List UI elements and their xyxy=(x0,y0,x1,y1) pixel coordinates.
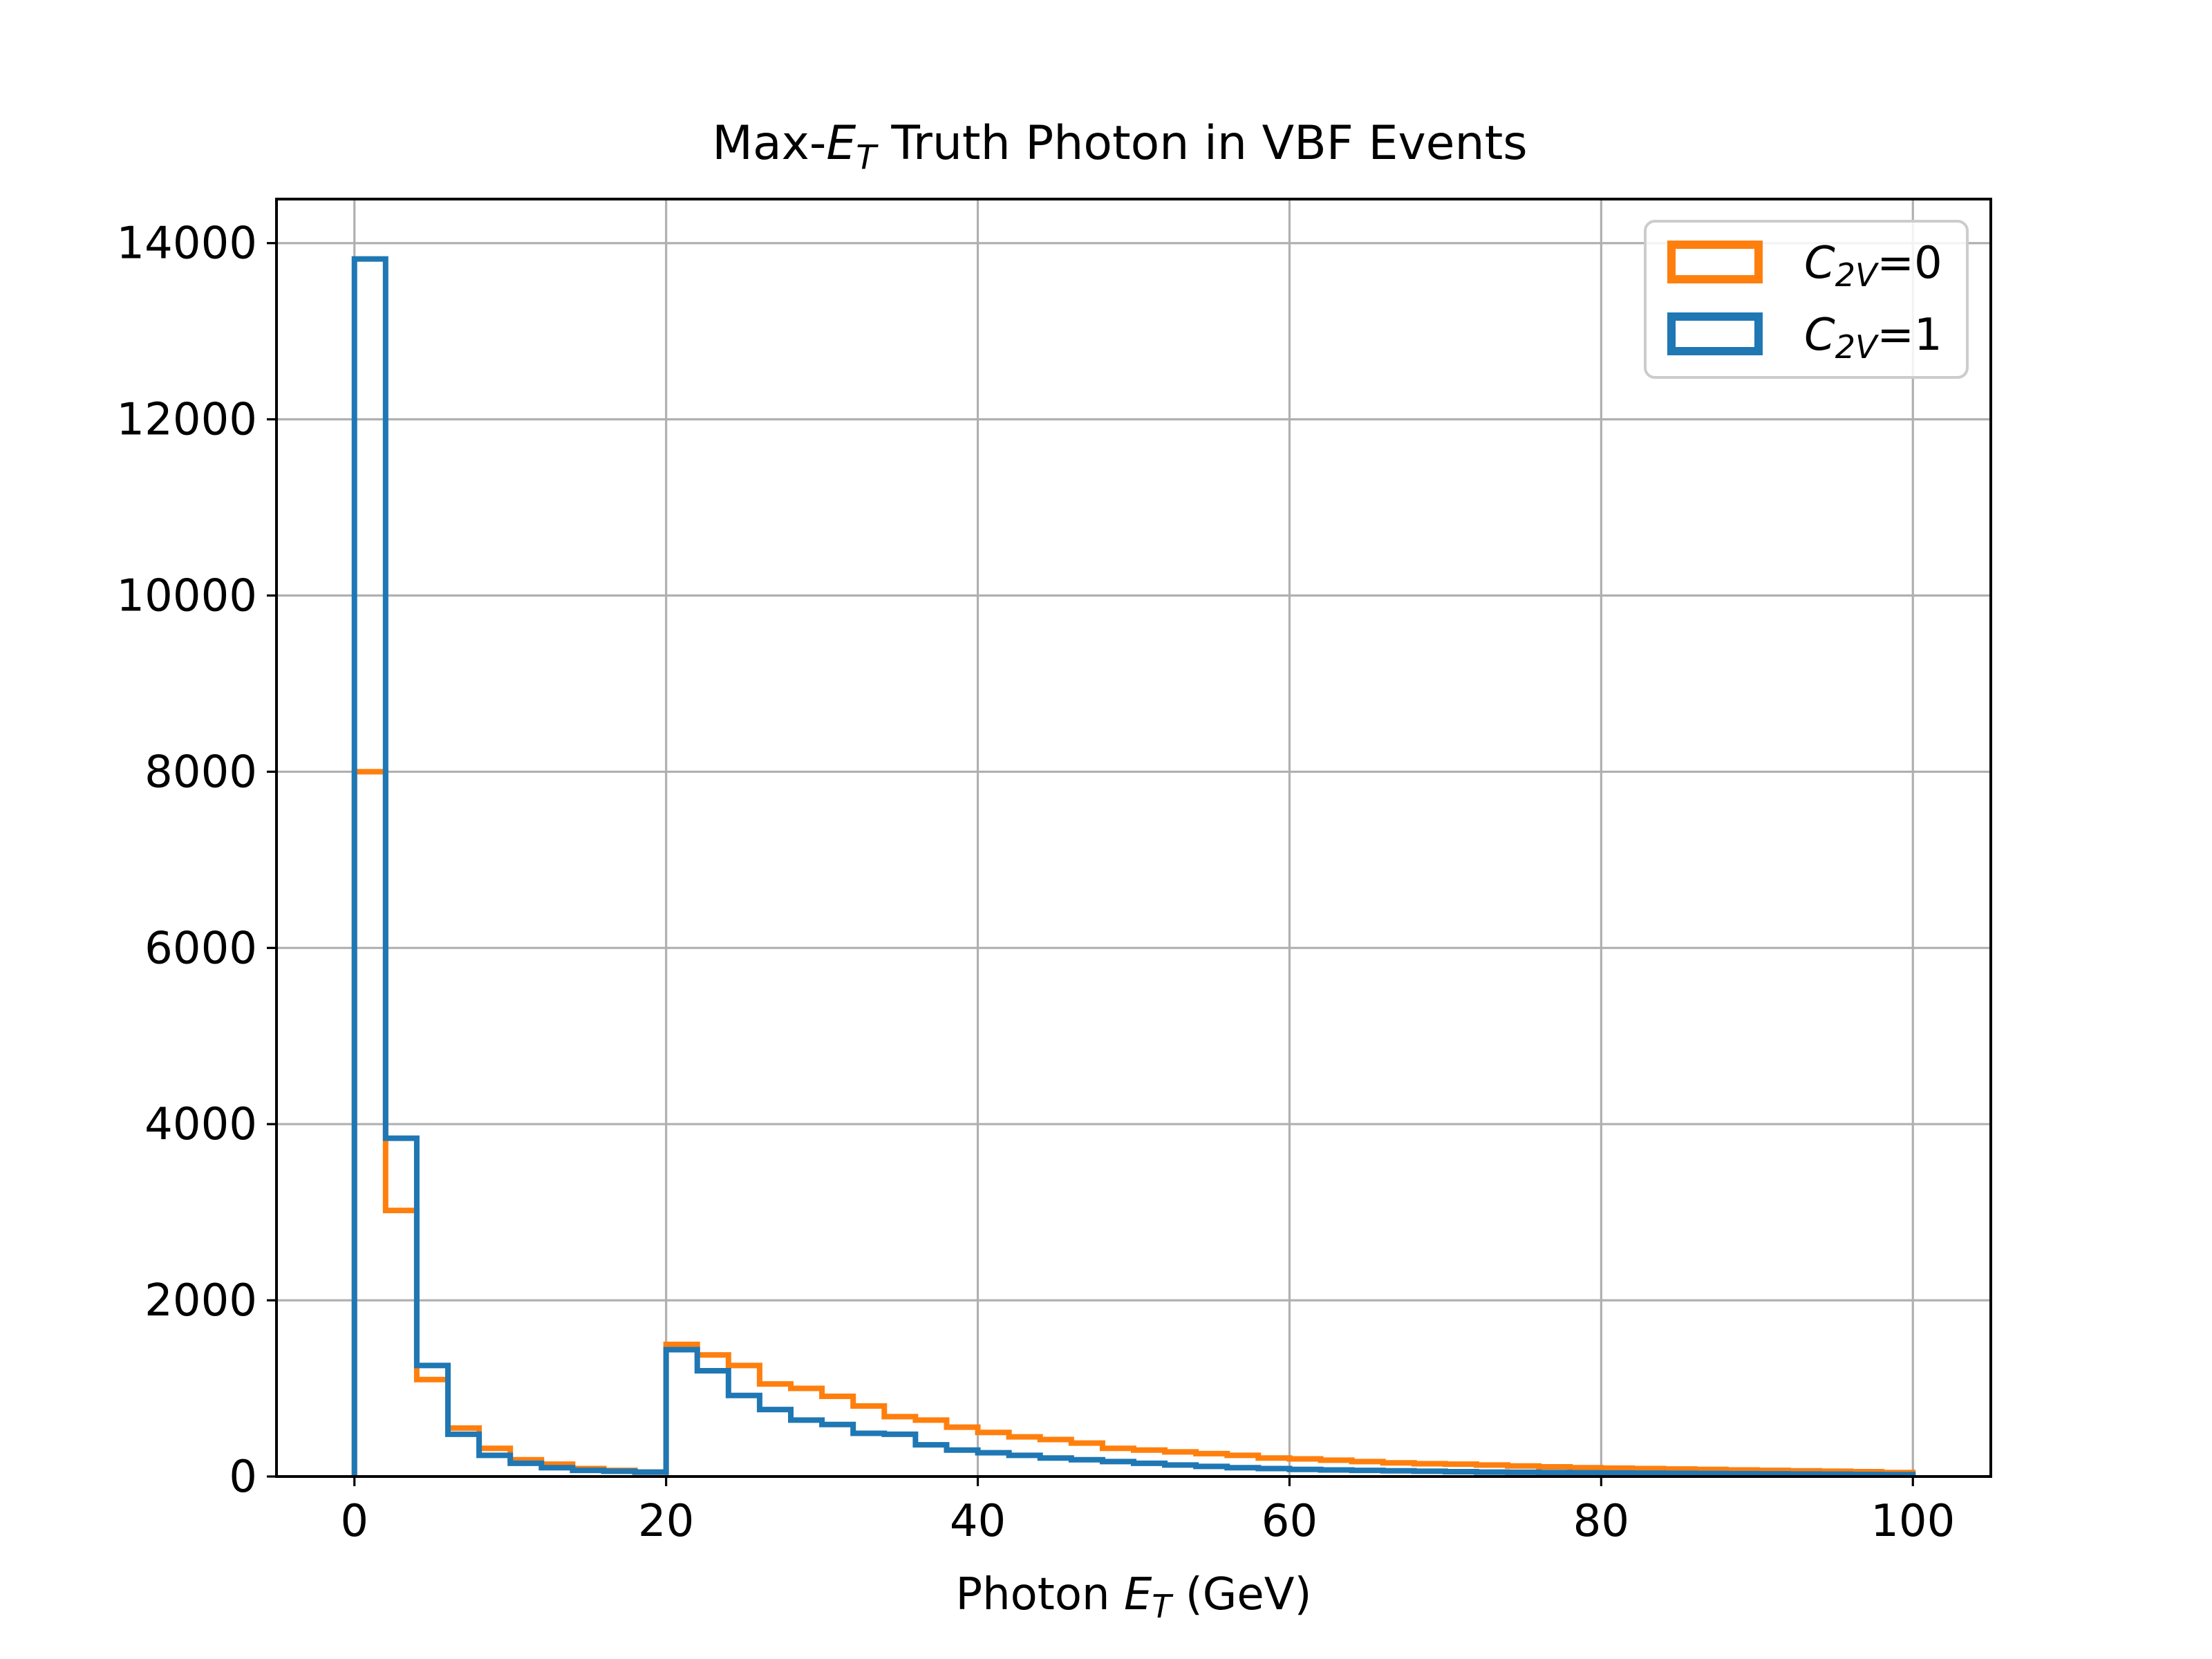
legend: C2V=0 C2V=1 xyxy=(1644,220,1969,379)
x-tick-label: 80 xyxy=(1573,1496,1629,1547)
x-axis-label: Photon ET (GeV) xyxy=(955,1569,1311,1625)
legend-swatch-c2v-1 xyxy=(1667,312,1763,355)
x-tick-label: 40 xyxy=(950,1496,1006,1547)
histogram-step-outline xyxy=(351,256,1916,1478)
histogram-series xyxy=(351,256,1916,1478)
x-tick-label: 20 xyxy=(638,1496,694,1547)
axis-ticks: 0 20 40 60 80 100 0 2000 4000 6000 8000 10000 12000 1… xyxy=(116,218,1955,1547)
xlabel-variable: E xyxy=(1124,1569,1152,1620)
legend-swatch-c2v-0 xyxy=(1667,241,1763,283)
legend-label-c2v-1: C2V=1 xyxy=(1804,310,1942,366)
x-tick-label: 60 xyxy=(1262,1496,1318,1547)
series-c2v-1 xyxy=(351,256,1916,1478)
title-prefix: Max- xyxy=(712,116,826,171)
legend-label-c2v-0: C2V=0 xyxy=(1804,238,1942,294)
chart-title: Max-ET Truth Photon in VBF Events xyxy=(712,116,1527,177)
x-tick-label: 100 xyxy=(1871,1496,1955,1547)
y-tick-label: 2000 xyxy=(144,1275,257,1327)
title-suffix: Truth Photon in VBF Events xyxy=(877,116,1528,171)
y-tick-label: 12000 xyxy=(116,395,257,446)
xlabel-subscript: T xyxy=(1152,1588,1174,1625)
title-variable: E xyxy=(826,116,856,171)
y-tick-label: 4000 xyxy=(144,1099,257,1150)
title-subscript: T xyxy=(856,138,879,177)
y-tick-label: 6000 xyxy=(144,923,257,974)
xlabel-suffix: (GeV) xyxy=(1171,1569,1311,1620)
y-tick-label: 8000 xyxy=(144,747,257,798)
legend-box xyxy=(1644,220,1969,379)
xlabel-prefix: Photon xyxy=(955,1569,1123,1620)
grid-lines xyxy=(276,199,1991,1478)
x-tick-label: 0 xyxy=(340,1496,368,1547)
y-tick-label: 0 xyxy=(229,1452,257,1503)
y-tick-label: 14000 xyxy=(116,218,257,270)
plot-area-frame xyxy=(275,198,1992,1478)
y-tick-label: 10000 xyxy=(116,571,257,622)
